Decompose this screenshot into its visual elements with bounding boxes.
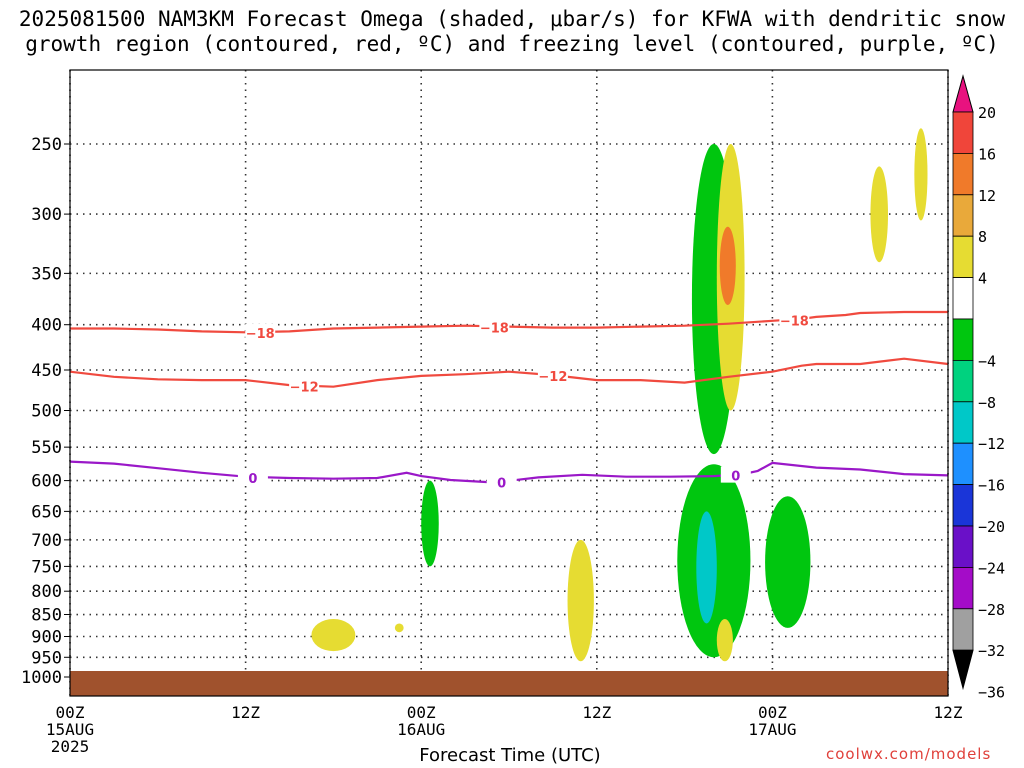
omega-region [716, 619, 733, 662]
y-tick-label: 600 [31, 472, 62, 492]
contour-line [70, 310, 948, 334]
x-axis-label: Forecast Time (UTC) [419, 745, 601, 766]
y-tick-label: 900 [31, 627, 62, 647]
y-tick-label: 250 [31, 135, 62, 155]
colorbar-bin [952, 152, 974, 196]
omega-colorbar: 20 16 12 8 4 −4 −8 −12 −16 −20 −24 −28 −32 −36 [952, 74, 1005, 702]
x-tick-date: 16AUG [397, 720, 445, 739]
omega-region [394, 623, 404, 633]
omega-region [311, 619, 356, 652]
colorbar-bin [952, 442, 974, 486]
colorbar-label: −24 [978, 559, 1005, 577]
y-tick-label: 950 [31, 648, 62, 668]
colorbar-bin [952, 194, 974, 237]
omega-region [696, 511, 717, 624]
omega-region [567, 539, 594, 662]
contour-label: −18 [246, 327, 275, 342]
x-tick-label: 12Z [934, 703, 963, 722]
contour-label-bg [537, 367, 568, 384]
contour-label: 0 [248, 472, 257, 487]
x-tick-year: 2025 [51, 737, 90, 756]
x-tick-date: 17AUG [748, 720, 796, 739]
colorbar-bin [952, 608, 974, 651]
y-tick-label: 750 [31, 557, 62, 577]
omega-region [421, 480, 439, 567]
colorbar-label: 8 [978, 228, 987, 246]
colorbar-bin [952, 277, 974, 320]
contour-label-bg [779, 311, 810, 328]
x-tick-label: 00Z [56, 703, 85, 722]
colorbar-label: 12 [978, 187, 996, 205]
colorbar-label: −16 [978, 477, 1005, 495]
x-tick-label: 12Z [582, 703, 611, 722]
y-tick-label: 400 [31, 316, 62, 336]
colorbar-bin [952, 235, 974, 278]
colorbar-bottom-arrow [952, 649, 974, 691]
contour-label-bg [479, 318, 510, 335]
colorbar-label: 20 [978, 104, 996, 122]
contour-label-bg [486, 473, 517, 490]
chart-title-line2: growth region (contoured, red, ºC) and f… [25, 32, 999, 56]
colorbar-label: −20 [978, 518, 1005, 536]
colorbar-top-arrow [952, 74, 974, 113]
y-tick-label: 700 [31, 531, 62, 551]
colorbar-label: −36 [978, 684, 1005, 702]
y-tick-label: 450 [31, 361, 62, 381]
colorbar-bin [952, 401, 974, 444]
contour-label: 0 [497, 477, 506, 492]
colorbar-bin [952, 359, 974, 403]
y-tick-label: 300 [31, 205, 62, 225]
omega-region [719, 226, 736, 305]
colorbar-label: −12 [978, 435, 1005, 453]
contour-label-bg [289, 377, 320, 394]
x-tick-label: 00Z [758, 703, 787, 722]
colorbar-bin [952, 484, 974, 527]
plot-frame [69, 69, 949, 697]
source-credit: coolwx.com/models [826, 745, 992, 763]
pressure-axis: 2503003504004505005506006507007508008509… [21, 135, 70, 688]
colorbar-label: −28 [978, 601, 1005, 619]
y-tick-label: 800 [31, 582, 62, 602]
y-tick-label: 1000 [21, 668, 62, 688]
contour-label: 0 [731, 470, 740, 485]
y-tick-label: 550 [31, 438, 62, 458]
colorbar-bin [952, 525, 974, 568]
contour-label: −18 [780, 314, 809, 329]
chart-title-line1: 2025081500 NAM3KM Forecast Omega (shaded… [18, 7, 1006, 31]
omega-region [765, 496, 811, 628]
colorbar-label: 4 [978, 270, 987, 288]
y-tick-label: 650 [31, 502, 62, 522]
contour-label-bg [720, 466, 751, 483]
y-tick-label: 500 [31, 402, 62, 422]
contour-label-bg [245, 324, 276, 341]
x-tick-label: 12Z [231, 703, 260, 722]
contour-label: −12 [538, 370, 567, 385]
colorbar-label: −8 [978, 394, 996, 412]
colorbar-bin [952, 318, 974, 361]
colorbar-bin [952, 111, 974, 154]
plot-background [70, 70, 948, 696]
y-tick-label: 350 [31, 264, 62, 284]
ground-below-surface [70, 671, 948, 696]
omega-region [914, 128, 928, 221]
colorbar-label: −32 [978, 642, 1005, 660]
omega-region [870, 166, 889, 263]
colorbar-label: 16 [978, 145, 996, 163]
x-tick-date: 15AUG [46, 720, 94, 739]
colorbar-label: −4 [978, 352, 996, 370]
y-tick-label: 850 [31, 606, 62, 626]
contour-label: −18 [480, 321, 509, 336]
contour-label: −12 [290, 381, 319, 396]
colorbar-bin [952, 567, 974, 610]
temperature-contours: −18 −18 −18 −12 −12 0 0 0 [69, 310, 949, 492]
x-tick-label: 00Z [407, 703, 436, 722]
contour-label-bg [237, 468, 268, 485]
